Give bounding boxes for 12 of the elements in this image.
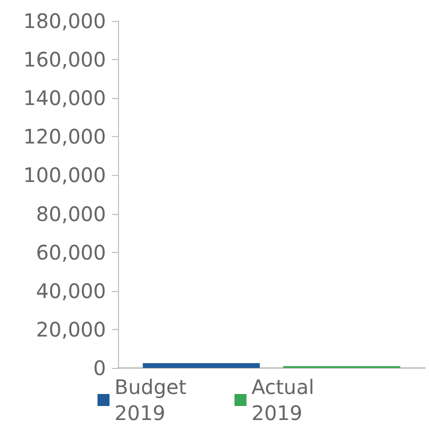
legend-label: Actual 2019 (252, 375, 321, 425)
y-tick-label: 120,000 (23, 124, 106, 149)
y-tick-label: 0 (93, 356, 106, 380)
y-tick-label: 60,000 (36, 240, 106, 264)
y-tick-label: 160,000 (23, 48, 106, 72)
y-tick-label: 100,000 (23, 163, 106, 188)
y-tick-label: 80,000 (36, 202, 106, 226)
y-tick-label: 20,000 (36, 317, 106, 342)
y-tick-label: 180,000 (23, 9, 106, 33)
legend-label: Budget 2019 (114, 375, 193, 425)
y-tick-label: 40,000 (36, 278, 106, 303)
y-tick-label: 140,000 (23, 86, 106, 110)
